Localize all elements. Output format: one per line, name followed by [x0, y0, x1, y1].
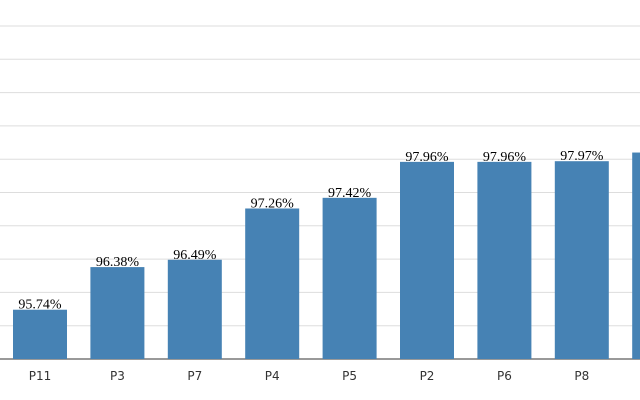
bar	[400, 161, 454, 359]
bar	[632, 152, 640, 359]
bar	[167, 259, 222, 359]
bar	[13, 309, 67, 359]
value-label: 96.49%	[173, 248, 217, 263]
value-label: 96.38%	[96, 255, 140, 270]
bar	[90, 267, 145, 359]
bar	[322, 197, 377, 359]
value-label: 97.26%	[251, 196, 295, 211]
bar	[245, 208, 300, 359]
x-tick-label: P8	[574, 369, 589, 383]
value-label: 97.97%	[560, 149, 604, 164]
x-tick-label: P6	[497, 369, 512, 383]
x-tick-label: P7	[187, 369, 202, 383]
bar	[477, 161, 532, 359]
value-label: 97.96%	[405, 150, 449, 165]
x-tick-label: P3	[110, 369, 125, 383]
value-label: 95.74%	[18, 298, 62, 313]
x-tick-label: P11	[29, 369, 52, 383]
bar	[554, 161, 609, 359]
value-label: 97.96%	[483, 150, 527, 165]
value-label: 97.42%	[328, 186, 372, 201]
x-tick-label: P5	[342, 369, 357, 383]
x-tick-label: P4	[265, 369, 280, 383]
x-tick-label: P2	[420, 369, 435, 383]
